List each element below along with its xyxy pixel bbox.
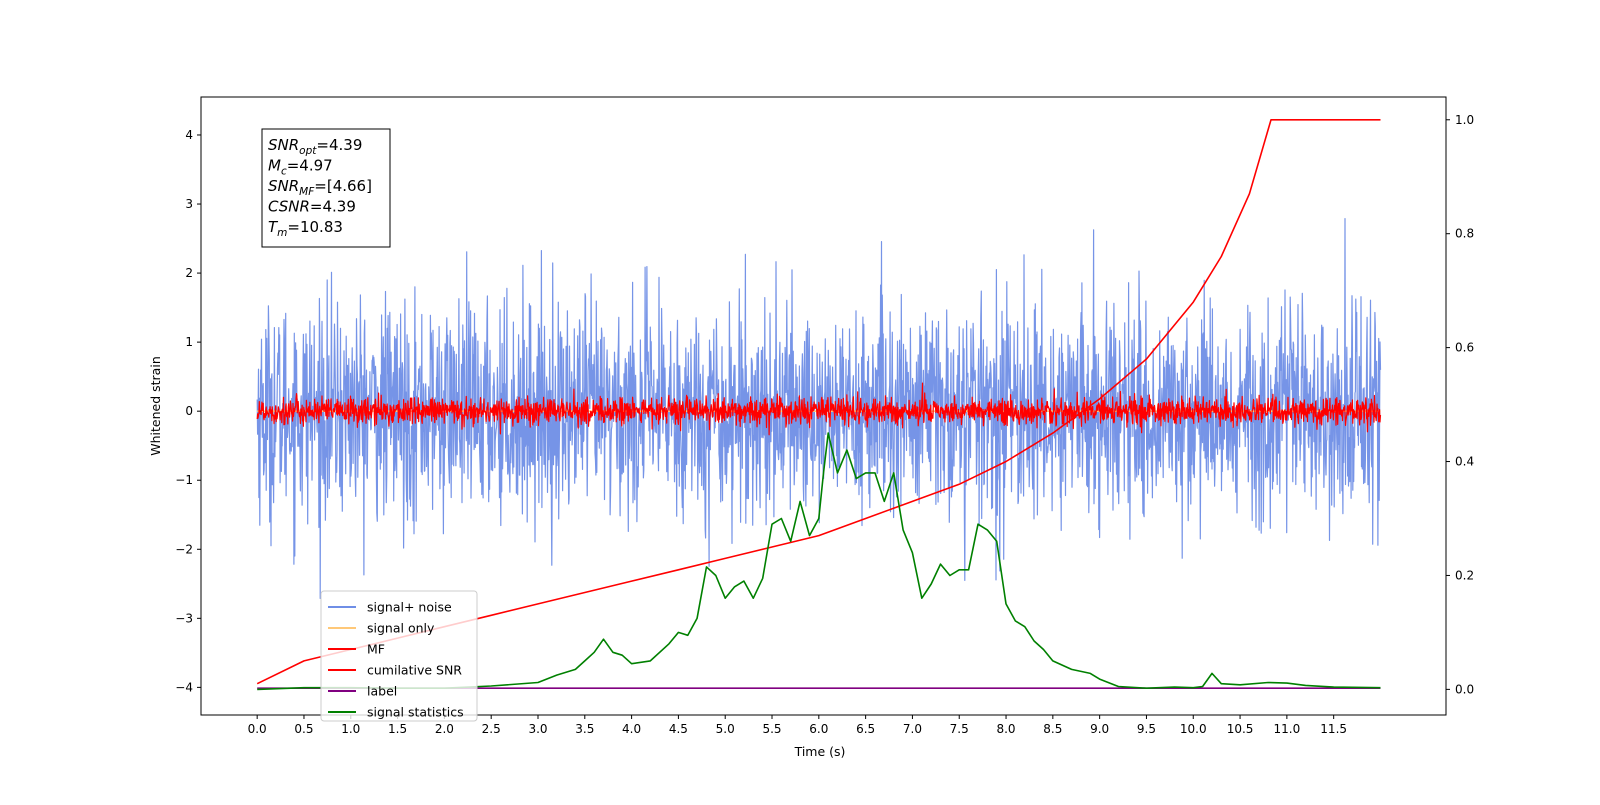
x-tick-label: 6.0 — [809, 722, 828, 736]
series-signal-statistics — [257, 432, 1381, 691]
x-tick-label: 3.5 — [575, 722, 594, 736]
x-tick-label: 7.5 — [950, 722, 969, 736]
x-tick-label: 11.0 — [1274, 722, 1301, 736]
y2-tick-label: 0.2 — [1455, 568, 1474, 582]
y-tick-label: −1 — [175, 473, 193, 487]
y-tick-label: −4 — [175, 680, 193, 694]
legend: signal+ noise signal only MF cumilative SNR… — [320, 590, 478, 722]
x-tick-label: 8.0 — [996, 722, 1015, 736]
x-tick-label: 11.5 — [1320, 722, 1347, 736]
stat-line: SNRopt=4.39 — [268, 136, 362, 157]
x-tick-label: 0.0 — [248, 722, 267, 736]
y2-tick-label: 0.0 — [1455, 682, 1474, 696]
x-tick-label: 4.5 — [669, 722, 688, 736]
legend-label: signal+ noise — [367, 600, 452, 615]
y-axis-left: 4 3 2 1 0 −1 −2 −3 −4 — [175, 128, 201, 694]
x-tick-label: 9.0 — [1090, 722, 1109, 736]
y-axis-right: 1.0 0.8 0.6 0.4 0.2 0.0 — [1446, 113, 1474, 696]
y2-tick-label: 1.0 — [1455, 113, 1474, 127]
legend-label: cumilative SNR — [367, 663, 462, 678]
x-tick-label: 9.5 — [1137, 722, 1156, 736]
x-tick-label: 3.0 — [528, 722, 547, 736]
stat-line: Mc=4.97 — [268, 157, 333, 178]
y-tick-label: 3 — [185, 197, 193, 211]
x-tick-label: 10.5 — [1227, 722, 1254, 736]
x-tick-label: 0.5 — [294, 722, 313, 736]
y-tick-label: 4 — [185, 128, 193, 142]
x-tick-label: 7.0 — [903, 722, 922, 736]
x-tick-label: 2.5 — [482, 722, 501, 736]
x-tick-label: 10.0 — [1180, 722, 1207, 736]
y-tick-label: −3 — [175, 611, 193, 625]
y2-tick-label: 0.8 — [1455, 227, 1474, 241]
series-mf — [256, 382, 1382, 436]
x-tick-label: 5.5 — [762, 722, 781, 736]
x-tick-label: 8.5 — [1043, 722, 1062, 736]
x-tick-label: 2.0 — [435, 722, 454, 736]
stat-line: Tm=10.83 — [268, 218, 343, 239]
y2-tick-label: 0.4 — [1455, 455, 1474, 469]
series-signal-noise — [256, 218, 1382, 599]
x-tick-label: 5.0 — [716, 722, 735, 736]
legend-label: signal only — [367, 621, 435, 636]
y-tick-label: 0 — [185, 404, 193, 418]
legend-label: label — [367, 684, 397, 699]
y-axis-label: Whitened strain — [148, 356, 163, 455]
x-tick-label: 4.0 — [622, 722, 641, 736]
x-axis-label: Time (s) — [794, 744, 846, 759]
y2-tick-label: 0.6 — [1455, 341, 1474, 355]
plot-frame — [200, 96, 1447, 716]
y-tick-label: 2 — [185, 266, 193, 280]
x-axis: 0.0 0.5 1.0 1.5 2.0 2.5 3.0 3.5 4.0 4.5 5.0 5.5 6.0 6… — [248, 715, 1347, 736]
legend-label: MF — [367, 642, 385, 657]
x-tick-label: 1.5 — [388, 722, 407, 736]
x-tick-label: 6.5 — [856, 722, 875, 736]
x-tick-label: 1.0 — [341, 722, 360, 736]
stat-line: SNRMF=[4.66] — [268, 177, 372, 198]
y-tick-label: 1 — [185, 335, 193, 349]
stat-line: CSNR=4.39 — [268, 198, 356, 216]
legend-label: signal statistics — [367, 705, 464, 720]
y-tick-label: −2 — [175, 542, 193, 556]
